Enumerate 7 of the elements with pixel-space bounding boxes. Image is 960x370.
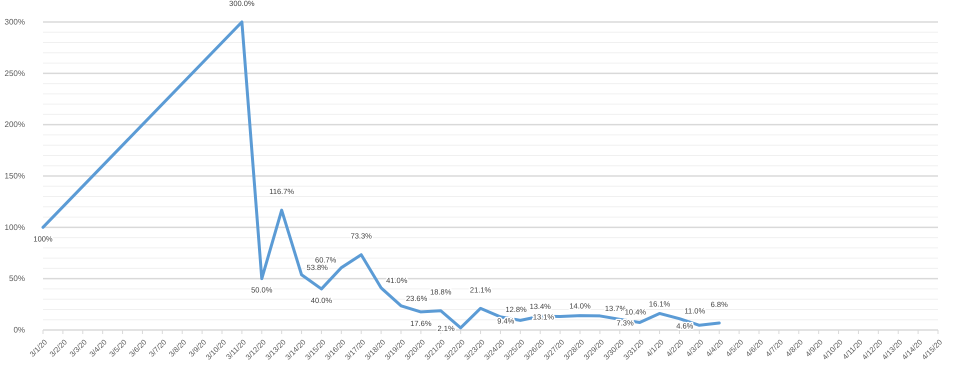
y-tick-label: 250%: [4, 68, 25, 78]
y-tick-label: 50%: [8, 274, 25, 284]
y-tick-label: 100%: [4, 222, 25, 232]
y-tick-label: 0%: [13, 326, 25, 335]
y-tick-label: 300%: [4, 18, 25, 27]
y-tick-label: 200%: [4, 120, 25, 130]
y-tick-label: 150%: [4, 172, 25, 181]
